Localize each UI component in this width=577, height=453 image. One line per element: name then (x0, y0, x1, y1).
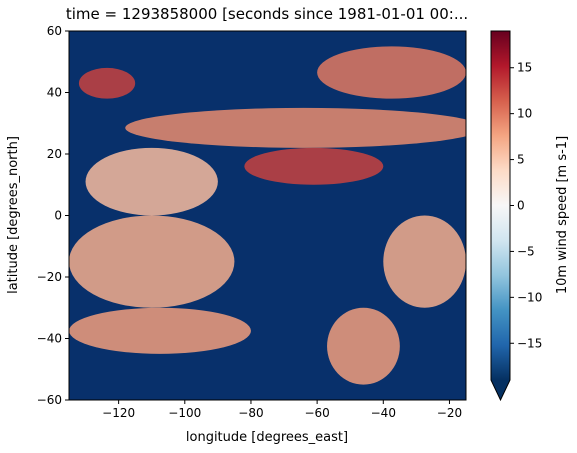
x-tick-label: −40 (371, 406, 396, 420)
colorbar-tick-label: −15 (517, 336, 542, 350)
colorbar-tick-label: −5 (517, 244, 535, 258)
plot-area (68, 30, 467, 401)
y-tick-label: −20 (37, 270, 62, 284)
colorbar-extend-min (491, 380, 510, 400)
x-tick-label: −20 (437, 406, 462, 420)
colorbar-label: 10m wind speed [m s-1] (555, 136, 570, 294)
colorbar-tick-label: 0 (517, 199, 525, 213)
y-tick-label: 60 (47, 24, 62, 38)
wind-region (327, 307, 400, 385)
wind-region (78, 67, 136, 99)
x-tick-label: −100 (168, 406, 201, 420)
chart-title: time = 1293858000 [seconds since 1981-01… (66, 5, 468, 23)
y-tick-label: −60 (37, 393, 62, 407)
colorbar-outline (490, 30, 511, 402)
colorbar-tick-label: 15 (517, 61, 532, 75)
y-tick-label: 0 (54, 209, 62, 223)
x-axis: −120 −100 −80 −60 −40 −20 (102, 400, 462, 420)
wind-region (69, 215, 235, 308)
x-tick-label: −120 (102, 406, 135, 420)
colorbar-gradient (491, 31, 510, 380)
x-tick-label: −80 (238, 406, 263, 420)
x-tick-label: −60 (304, 406, 329, 420)
wind-region (317, 46, 466, 99)
colorbar-tick-label: −10 (517, 290, 542, 304)
y-tick-label: 40 (47, 86, 62, 100)
wind-region (383, 215, 466, 308)
wind-speed-field (69, 46, 466, 385)
wind-region (244, 147, 384, 185)
wind-region (125, 107, 466, 148)
colorbar: −15 −10 −5 0 5 10 15 (490, 30, 542, 402)
y-axis-label: latitude [degrees_north] (6, 136, 21, 294)
wind-region (69, 307, 251, 354)
colorbar-tick-label: 5 (517, 153, 525, 167)
y-axis: −60 −40 −20 0 20 40 60 (37, 24, 69, 407)
colorbar-tick-label: 10 (517, 107, 532, 121)
wind-region (85, 147, 218, 216)
x-axis-label: longitude [degrees_east] (186, 430, 348, 445)
y-tick-label: −40 (37, 332, 62, 346)
y-tick-label: 20 (47, 147, 62, 161)
